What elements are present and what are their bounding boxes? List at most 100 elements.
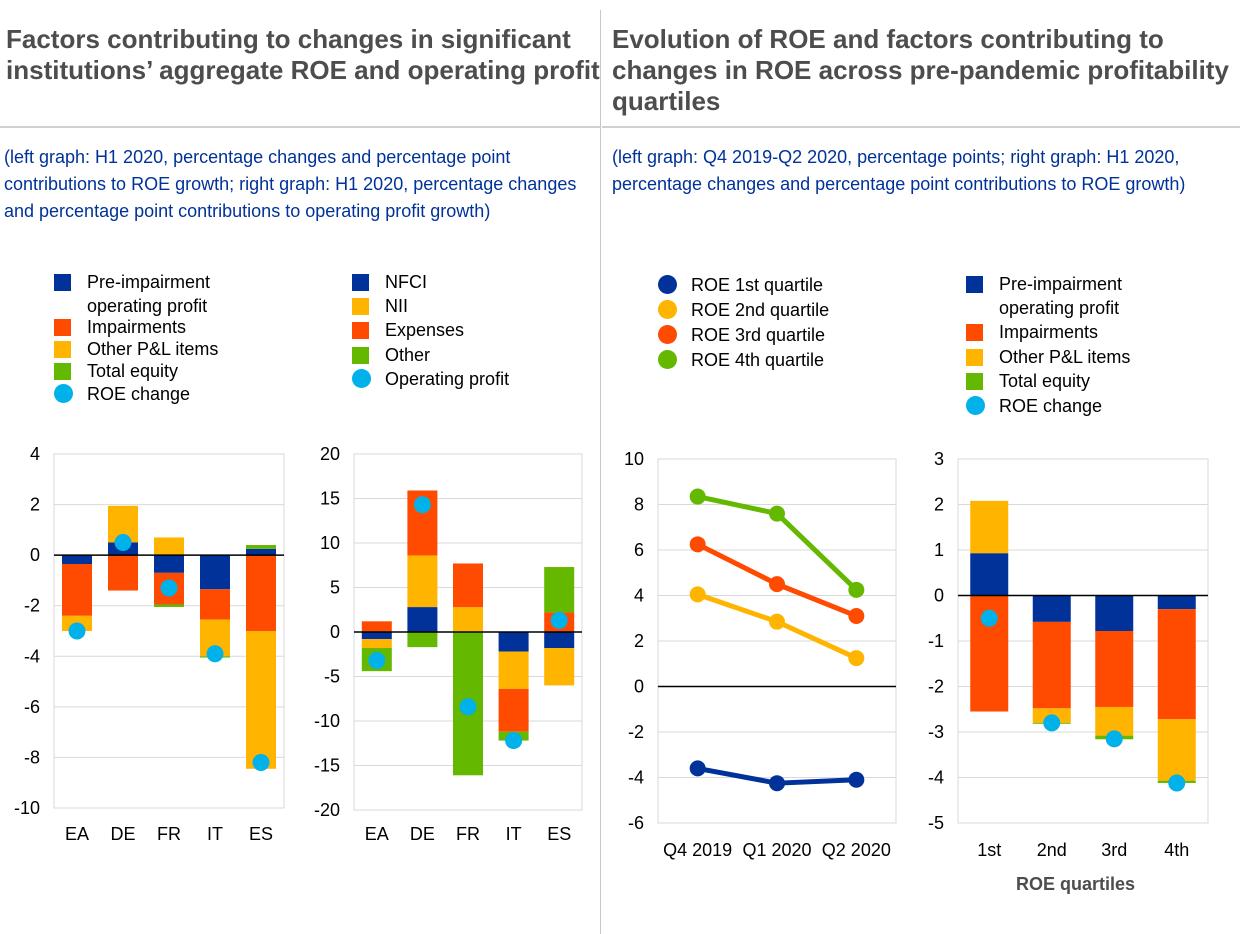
y-tick-label: 0 (330, 622, 340, 642)
y-tick-label: -4 (928, 768, 944, 788)
x-tick-label: 1st (977, 840, 1001, 860)
series-point (848, 607, 865, 624)
bar-segment (246, 631, 276, 769)
x-tick-label: EA (65, 824, 89, 844)
series-point (689, 760, 706, 777)
legend-swatch (54, 274, 71, 291)
bar-segment (1095, 595, 1134, 631)
y-tick-label: 10 (320, 533, 340, 553)
y-tick-label: 0 (934, 586, 944, 606)
bar-segment (498, 632, 529, 652)
bar-segment (62, 555, 92, 564)
legend-roe-quartiles: ROE 1st quartile ROE 2nd quartile ROE 3rd … (658, 273, 908, 373)
bar-segment (1032, 595, 1071, 622)
chart-roe-contributions: -10 -8 -6 -4 -2 0 2 4 EA DE FR IT ES (14, 444, 285, 844)
marker-point (505, 732, 523, 750)
bar-segment (1157, 719, 1196, 781)
legend-label: ROE 4th quartile (691, 350, 825, 370)
series-point (848, 771, 865, 788)
x-tick-label: 3rd (1101, 840, 1127, 860)
bar-segment (544, 632, 575, 649)
right-title-rule (602, 126, 1240, 128)
legend-label: Impairments (87, 317, 187, 337)
bar-segment (108, 555, 138, 591)
marker-point (1168, 774, 1186, 792)
legend-label: ROE 1st quartile (691, 275, 824, 295)
y-tick-label: 2 (30, 495, 40, 515)
y-tick-label: 0 (634, 677, 644, 697)
x-tick-label: 4th (1164, 840, 1189, 860)
series-point (769, 775, 785, 792)
x-tick-label: IT (207, 824, 223, 844)
bar-segment (1157, 595, 1196, 610)
series-point (848, 581, 865, 598)
legend-swatch (966, 348, 983, 366)
legend-marker-circle (658, 300, 677, 319)
y-tick-label: 15 (320, 489, 340, 509)
chart-quartile-contributions: -5 -4 -3 -2 -1 0 1 2 3 1st 2nd 3rd 4th (928, 449, 1209, 860)
chart-roe-evolution: -6 -4 -2 0 2 4 6 8 10 Q4 2019 Q1 2020 Q2 2020 (624, 449, 897, 860)
y-tick-label: 20 (320, 444, 340, 464)
legend-swatch (54, 319, 71, 336)
bar-segment (1095, 630, 1134, 707)
legend-label: Other P&L items (87, 339, 219, 360)
left-title-rule (0, 126, 600, 128)
y-tick-label: -5 (928, 813, 944, 833)
marker-point (206, 645, 224, 663)
y-tick-label: -20 (314, 800, 340, 820)
marker-point (252, 753, 270, 771)
y-tick-label: 8 (634, 495, 644, 515)
legend-roe-factors: Pre-impairment operating profit Impairmen… (54, 270, 284, 420)
legend-operating-profit-factors: NFCI NII Expenses Other Operating profit (352, 270, 582, 400)
x-tick-label: Q1 2020 (742, 840, 811, 860)
y-tick-label: -6 (628, 813, 644, 833)
legend-swatch (54, 341, 71, 359)
y-tick-label: 4 (30, 444, 40, 464)
x-tick-label: EA (365, 824, 389, 844)
bar-segment (970, 500, 1009, 554)
bar-segment (246, 555, 276, 631)
marker-point (114, 534, 132, 551)
y-tick-label: 2 (934, 495, 944, 515)
legend-swatch (966, 324, 983, 341)
bar-segment (407, 632, 438, 648)
marker-point (160, 579, 178, 597)
right-panel-subtitle: (left graph: Q4 2019-Q2 2020, percentage… (612, 147, 1186, 194)
bar-segment (154, 604, 184, 607)
bar-segment (361, 632, 392, 640)
legend-swatch (54, 363, 71, 381)
left-panel-subtitle: (left graph: H1 2020, percentage changes… (4, 147, 577, 221)
right-panel-title: Evolution of ROE and factors contributin… (612, 24, 1229, 116)
x-tick-label: IT (506, 824, 522, 844)
legend-marker-circle (658, 350, 677, 369)
y-tick-label: 6 (634, 540, 644, 560)
series-point (848, 650, 865, 667)
legend-label: Other P&L items (999, 346, 1131, 367)
y-tick-label: -8 (24, 747, 40, 767)
y-tick-label: 1 (934, 540, 944, 560)
marker-point (413, 496, 431, 514)
y-tick-label: -10 (14, 798, 40, 818)
series-point (689, 586, 706, 603)
bar-segment (246, 545, 276, 549)
y-tick-label: 5 (330, 578, 340, 598)
x-tick-label: FR (157, 824, 181, 844)
y-tick-label: 10 (624, 449, 644, 469)
left-panel-title: Factors contributing to changes in signi… (6, 24, 600, 85)
left-panel: Factors contributing to changes in signi… (0, 0, 600, 934)
y-tick-label: 4 (634, 586, 644, 606)
legend-label: Total equity (999, 371, 1091, 391)
chart-operating-profit-contributions: -20 -15 -10 -5 0 5 10 15 20 EA DE FR IT ES (314, 444, 583, 844)
series-point (689, 536, 706, 553)
x-tick-label: DE (410, 824, 435, 844)
series-point (769, 576, 785, 593)
legend-label: Operating profit (385, 368, 510, 389)
x-tick-label: FR (456, 824, 480, 844)
bar-segment (154, 555, 184, 573)
legend-label: NII (385, 296, 409, 317)
x-tick-label: Q4 2019 (663, 840, 732, 860)
legend-swatch (352, 274, 369, 291)
marker-point (1105, 730, 1123, 748)
legend-marker-circle (352, 368, 371, 388)
marker-point (1043, 714, 1061, 732)
